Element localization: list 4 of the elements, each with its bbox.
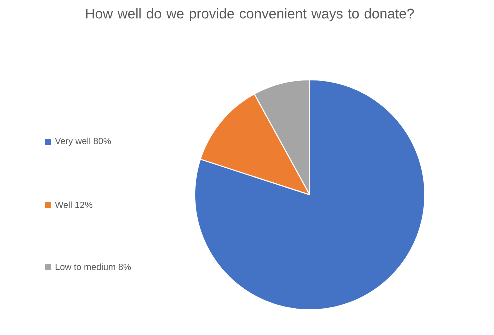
chart-title: How well do we provide convenient ways to donate?	[86, 8, 414, 22]
legend-label: Low to medium 8%	[56, 264, 132, 270]
legend-label: Very well 80%	[55, 138, 112, 146]
legend-label: Well 12%	[55, 202, 93, 208]
